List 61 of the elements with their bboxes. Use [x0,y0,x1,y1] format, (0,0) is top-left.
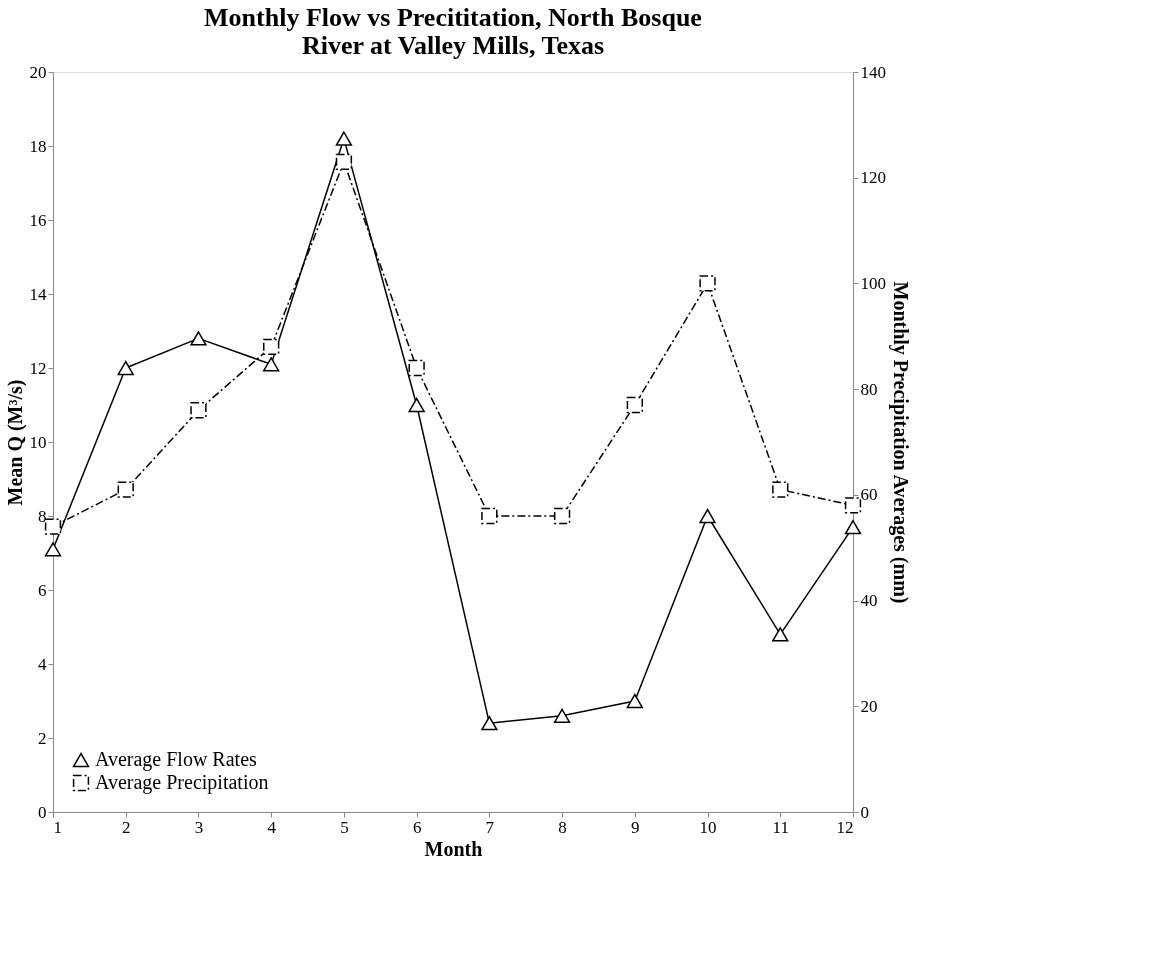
x-tick-label: 4 [267,817,277,837]
x-axis-title: Month [424,837,483,860]
y2-tick-label: 80 [860,379,878,399]
point [553,708,571,723]
y-tick-label: 8 [38,506,47,526]
point [335,131,353,146]
y2-tick-label: 0 [860,802,869,822]
y-tick-label: 18 [29,136,47,156]
x-tick-label: 5 [340,817,349,837]
legend-label: Average Flow Rates [95,748,258,771]
y-tick-label: 0 [38,802,47,822]
y-tick-label: 2 [38,728,47,748]
y-axis-title: Mean Q (M³/s) [3,379,27,506]
x-tick-label: 2 [121,817,131,837]
y-tick-label: 20 [29,62,47,82]
y2-tick-label: 20 [860,696,878,716]
x-tick-label: 8 [558,817,567,837]
y-tick-label: 6 [38,580,47,600]
y-tick-label: 12 [29,358,47,378]
point [844,519,862,535]
point [44,542,62,557]
point [190,331,207,346]
point [699,508,716,524]
y2-tick-label: 120 [860,168,886,188]
point [117,481,134,498]
point [844,497,862,514]
point [481,716,498,731]
x-tick-label: 10 [699,817,717,837]
point [553,507,571,525]
legend-label: Average Precipitation [95,771,269,794]
x-tick-label: 6 [412,817,422,837]
point [699,275,716,292]
y-tick-label: 14 [29,284,47,304]
point [117,360,134,376]
point [772,627,789,642]
point [626,396,643,414]
y2-tick-label: 100 [860,273,886,293]
x-tick-label: 12 [836,817,854,837]
y-tick-label: 4 [38,654,47,674]
y-tick-label: 16 [29,210,47,230]
point [335,153,353,171]
point [44,518,62,535]
x-tick-label: 7 [485,817,495,837]
point [408,359,425,377]
x-tick-label: 9 [631,817,640,837]
point [190,402,207,419]
point [772,481,789,498]
chart-title: Monthly Flow vs Precititation, North Bosque River at Valley Mills, Texas [204,3,702,60]
x-tick-label: 3 [194,817,204,837]
y2-tick-label: 40 [860,591,878,611]
x-tick-label: 11 [772,817,789,837]
point [481,507,498,525]
point [263,357,280,372]
y-tick-label: 10 [29,432,47,452]
point [408,397,425,413]
point [263,338,280,356]
y2-tick-label: 140 [860,62,886,82]
x-tick-label: 1 [53,817,62,837]
y2-tick-label: 60 [860,485,878,505]
y2-axis-title: Monthly Precipitation Averages (mm) [889,281,912,604]
point [626,693,643,709]
